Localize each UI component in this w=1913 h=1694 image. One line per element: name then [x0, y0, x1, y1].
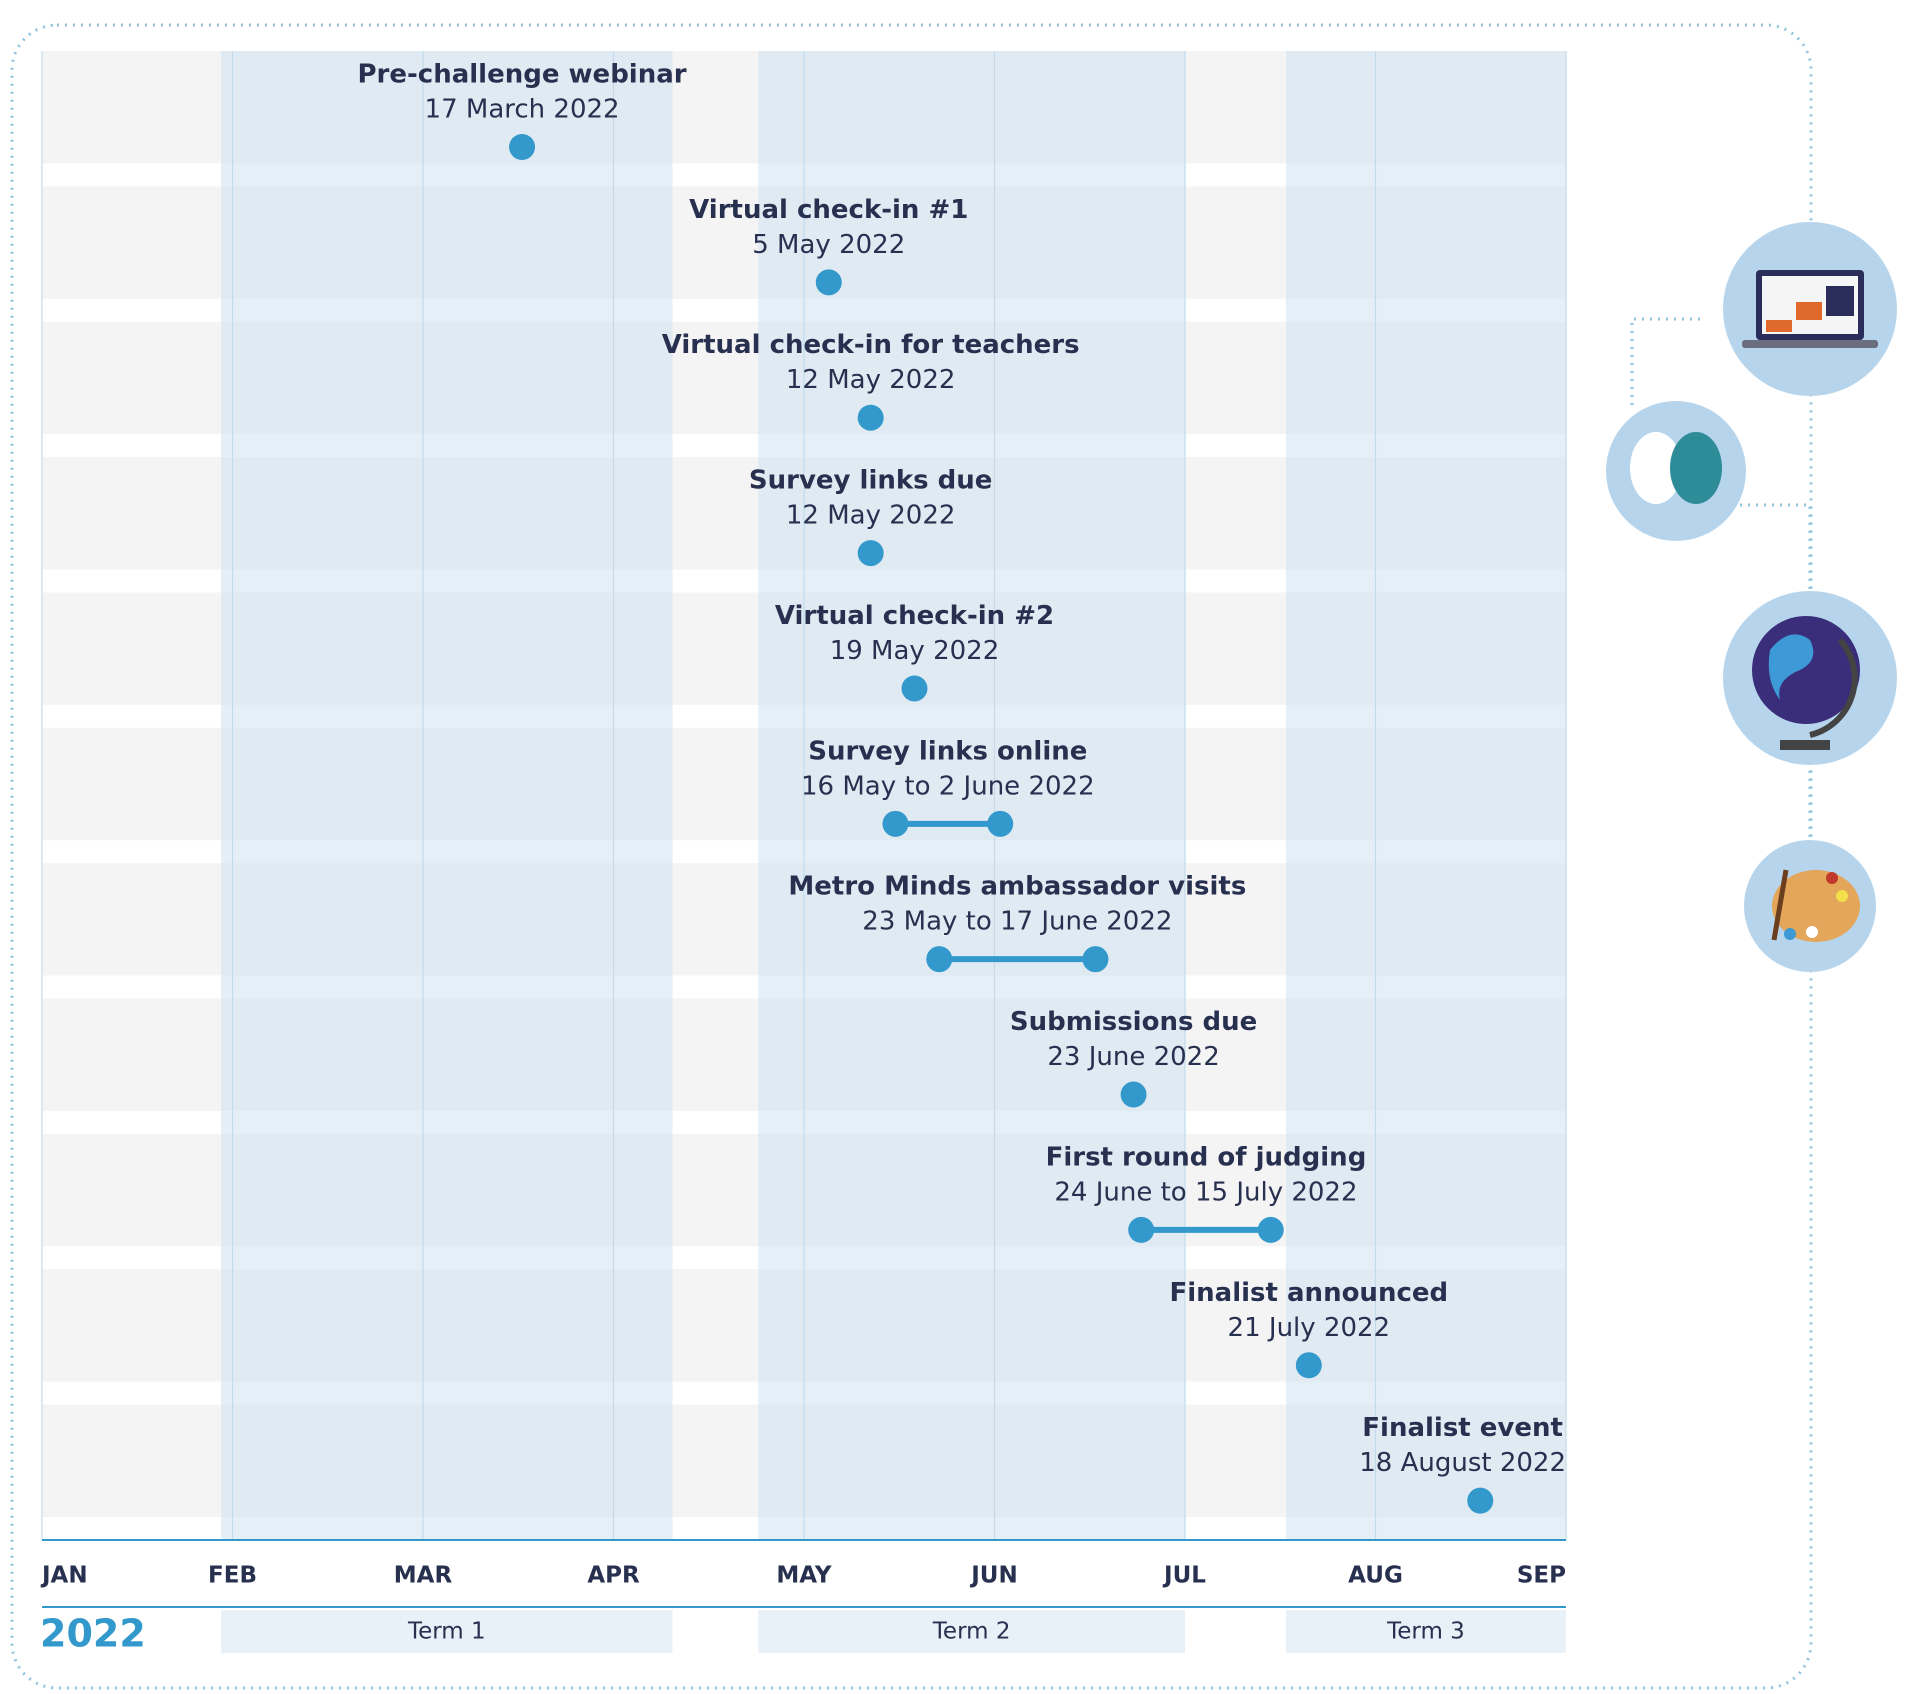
event-title: Virtual check-in #2 [775, 601, 1054, 631]
icon-part [1784, 928, 1796, 940]
event-title: Pre-challenge webinar [358, 60, 687, 90]
event-dot [857, 540, 884, 567]
icons [1606, 222, 1897, 972]
icon-part [1809, 638, 1858, 738]
event-dot [815, 269, 842, 296]
icon-part [1826, 286, 1854, 316]
icon-part [1826, 872, 1838, 884]
event-title: Survey links due [749, 466, 993, 496]
year-label: 2022 [40, 1612, 146, 1656]
x-tick-label: APR [587, 1563, 640, 1589]
term-label: Term 2 [932, 1619, 1011, 1645]
event-dot [901, 675, 928, 702]
event-title: Finalist announced [1170, 1278, 1449, 1308]
event-title: Submissions due [1010, 1007, 1257, 1037]
event-dot [1257, 1216, 1284, 1243]
event-dot [1128, 1216, 1155, 1243]
plot: Term 1 Term 2 Term 3 JAN FEB MAR APR MAY JUN JUL A… [40, 51, 1567, 1653]
term-band [221, 51, 673, 1540]
x-tick-label: FEB [208, 1563, 257, 1589]
event-dot [926, 946, 953, 973]
icon-part [1630, 432, 1682, 504]
event-date: 18 August 2022 [1359, 1448, 1566, 1478]
event-title: Virtual check-in #1 [689, 195, 968, 225]
event-title: Virtual check-in for teachers [662, 330, 1080, 360]
icon-part [1836, 890, 1848, 902]
event-title: First round of judging [1046, 1142, 1367, 1172]
icon-part [1768, 634, 1814, 700]
term-band [1285, 51, 1566, 1540]
event-date: 5 May 2022 [752, 230, 905, 260]
event-date: 24 June to 15 July 2022 [1054, 1177, 1357, 1207]
icon-part [1742, 340, 1878, 348]
event-date: 12 May 2022 [786, 501, 956, 531]
icon-part [1796, 302, 1822, 320]
icon-part [1806, 926, 1818, 938]
event-dot [987, 810, 1014, 837]
term-label-band [758, 1610, 1185, 1653]
term-label-band [1285, 1610, 1566, 1653]
term-label: Term 3 [1386, 1619, 1465, 1645]
event-dot [882, 810, 909, 837]
icon-part [1771, 869, 1789, 941]
event-date: 19 May 2022 [830, 636, 1000, 666]
x-tick-label: MAY [776, 1563, 831, 1589]
event-date: 23 June 2022 [1047, 1042, 1219, 1072]
term-band [758, 51, 1185, 1540]
event-date: 23 May to 17 June 2022 [862, 907, 1172, 937]
x-tick-label: SEP [1517, 1563, 1566, 1589]
event-dot [857, 404, 884, 431]
event-date: 17 March 2022 [425, 95, 620, 125]
event-title: Metro Minds ambassador visits [788, 872, 1246, 902]
event-date: 16 May to 2 June 2022 [801, 771, 1095, 801]
event-dot [1295, 1352, 1322, 1379]
event-title: Survey links online [808, 736, 1087, 766]
event-dot [509, 134, 536, 160]
icon-part [1772, 870, 1860, 942]
x-tick-label: AUG [1348, 1563, 1403, 1589]
event-dot [1467, 1487, 1494, 1514]
term-label: Term 1 [407, 1619, 486, 1645]
x-tick-label: JUL [1162, 1563, 1206, 1589]
x-tick-label: MAR [394, 1563, 453, 1589]
icon-part [1766, 320, 1792, 332]
term-label-band [221, 1610, 673, 1653]
event-dot [1120, 1081, 1147, 1108]
icon-part [1780, 740, 1830, 750]
event-title: Finalist event [1362, 1413, 1563, 1443]
x-tick-label: JAN [40, 1563, 88, 1589]
connector [1630, 317, 1700, 405]
event-date: 12 May 2022 [786, 365, 956, 395]
x-tick-label: JUN [969, 1563, 1017, 1589]
event-date: 21 July 2022 [1228, 1313, 1391, 1343]
icon-part [1670, 432, 1722, 504]
event-dot [1082, 946, 1109, 973]
